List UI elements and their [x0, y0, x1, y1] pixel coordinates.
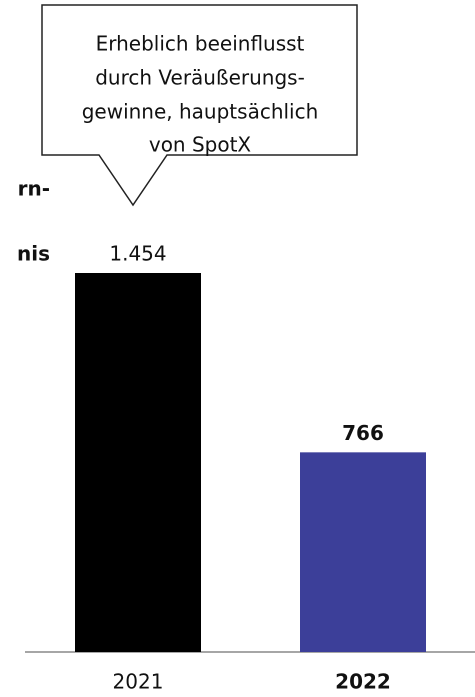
annotation-line: von SpotX — [149, 133, 252, 157]
chart-title: rn- — [18, 177, 50, 201]
callout-box — [41, 4, 358, 207]
x-tick-label: 2021 — [113, 670, 164, 694]
bar — [300, 452, 426, 652]
annotation-line: Erheblich beeinflusst — [96, 32, 305, 56]
annotation-line: durch Veräußerungs- — [95, 66, 305, 90]
value-label: 766 — [342, 421, 384, 445]
bar — [75, 273, 201, 652]
chart-title: nis — [17, 242, 50, 266]
annotation-line: gewinne, hauptsächlich — [82, 100, 319, 124]
value-label: 1.454 — [109, 242, 166, 266]
x-tick-label: 2022 — [335, 670, 391, 694]
